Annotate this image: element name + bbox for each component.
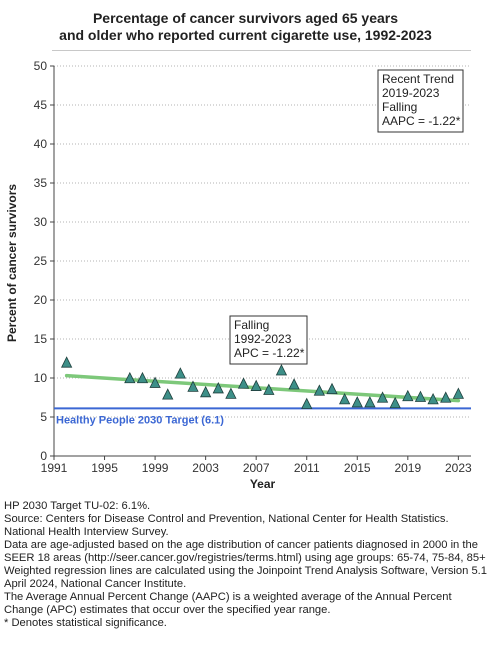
data-point-2017 — [376, 391, 389, 403]
footnotes: HP 2030 Target TU-02: 6.1%. Source: Cent… — [4, 500, 488, 630]
data-point-2010 — [288, 378, 300, 390]
x-tick-label-2023: 2023 — [445, 461, 472, 475]
y-tick-label-0: 0 — [40, 449, 47, 463]
data-point-2003 — [199, 385, 212, 398]
y-axis-label: Percent of cancer survivors — [5, 184, 19, 342]
x-tick-label-1999: 1999 — [142, 461, 169, 475]
data-point-2000 — [162, 388, 174, 400]
y-tick-label-20: 20 — [34, 293, 48, 307]
y-tick-label-45: 45 — [34, 98, 48, 112]
y-ticks: 0 5 10 15 20 25 30 35 40 45 50 — [34, 59, 54, 463]
recent-trend-annotation-line-3: Falling — [382, 100, 417, 114]
y-tick-label-25: 25 — [34, 254, 48, 268]
target-line-group: Healthy People 2030 Target (6.1) — [54, 407, 471, 426]
footnote-3: Data are age-adjusted based on the age d… — [4, 539, 486, 564]
trend-line — [64, 373, 461, 403]
recent-trend-annotation-line-1: Recent Trend — [382, 72, 454, 86]
data-point-2008 — [263, 383, 275, 395]
x-tick-label-2015: 2015 — [344, 461, 371, 475]
data-point-2004 — [212, 382, 224, 394]
x-tick-label-1991: 1991 — [41, 461, 68, 475]
chart: 0 5 10 15 20 25 30 35 40 45 50 1991 1995 1999 2003 200… — [5, 59, 472, 491]
target-label: Healthy People 2030 Target (6.1) — [56, 414, 224, 426]
x-axis-label: Year — [250, 477, 276, 491]
data-point-1997 — [124, 371, 136, 384]
y-tick-label-40: 40 — [34, 137, 48, 151]
data-point-2020 — [414, 390, 427, 402]
data-points — [60, 356, 465, 409]
data-point-1992 — [60, 356, 73, 368]
x-ticks: 1991 1995 1999 2003 2007 2011 2015 2019 2023 — [41, 456, 472, 475]
x-tick-label-2003: 2003 — [192, 461, 219, 475]
overall-trend-annotation-line-1: Falling — [234, 318, 269, 332]
data-point-2018 — [389, 396, 401, 409]
data-point-2012 — [313, 384, 326, 396]
data-point-2006 — [237, 377, 250, 389]
footnote-6: * Denotes statistical significance. — [4, 617, 167, 629]
footnote-5: The Average Annual Percent Change (AAPC)… — [4, 591, 452, 616]
overall-trend-annotation-box — [229, 315, 308, 365]
footnote-1: HP 2030 Target TU-02: 6.1%. — [4, 500, 151, 512]
y-tick-label-30: 30 — [34, 215, 48, 229]
x-tick-label-2011: 2011 — [294, 461, 320, 475]
recent-trend-annotation-line-4: AAPC = -1.22* — [382, 114, 461, 128]
y-tick-label-10: 10 — [34, 371, 48, 385]
data-point-2021 — [427, 392, 439, 405]
data-point-2009 — [275, 364, 288, 376]
overall-trend-annotation-line-2: 1992-2023 — [234, 332, 292, 346]
data-point-2011 — [301, 397, 313, 409]
data-point-2015 — [351, 396, 363, 408]
recent-trend-annotation-line-2: 2019-2023 — [382, 86, 440, 100]
x-tick-label-1995: 1995 — [91, 461, 118, 475]
recent-trend-annotation-box — [377, 69, 464, 133]
title-divider — [52, 50, 471, 51]
x-tick-label-2007: 2007 — [243, 461, 270, 475]
y-tick-label-15: 15 — [34, 332, 48, 346]
data-point-2005 — [225, 387, 237, 399]
data-point-1999 — [149, 376, 161, 388]
trend-line-group — [64, 373, 461, 403]
chart-title-line-1: Percentage of cancer survivors aged 65 y… — [92, 10, 399, 26]
data-point-2016 — [364, 396, 376, 408]
y-tick-label-35: 35 — [34, 176, 48, 190]
data-point-2001 — [174, 367, 187, 379]
y-tick-label-5: 5 — [40, 410, 47, 424]
data-point-1998 — [136, 371, 149, 384]
chart-title: Percentage of cancer survivors aged 65 y… — [40, 10, 451, 44]
data-point-2007 — [250, 379, 262, 391]
y-tick-label-50: 50 — [34, 59, 48, 73]
overall-trend-annotation-line-3: APC = -1.22* — [234, 346, 305, 360]
data-point-2002 — [187, 380, 199, 392]
data-point-2019 — [402, 389, 414, 402]
data-point-2023 — [452, 387, 465, 399]
data-point-2013 — [326, 382, 338, 395]
data-point-2014 — [338, 392, 351, 405]
x-tick-label-2019: 2019 — [394, 461, 421, 475]
data-point-2022 — [440, 391, 452, 403]
chart-title-line-2: and older who reported current cigarette… — [59, 27, 432, 43]
footnote-4: Weighted regression lines are calculated… — [4, 565, 487, 590]
footnote-2: Source: Centers for Disease Control and … — [4, 513, 449, 538]
